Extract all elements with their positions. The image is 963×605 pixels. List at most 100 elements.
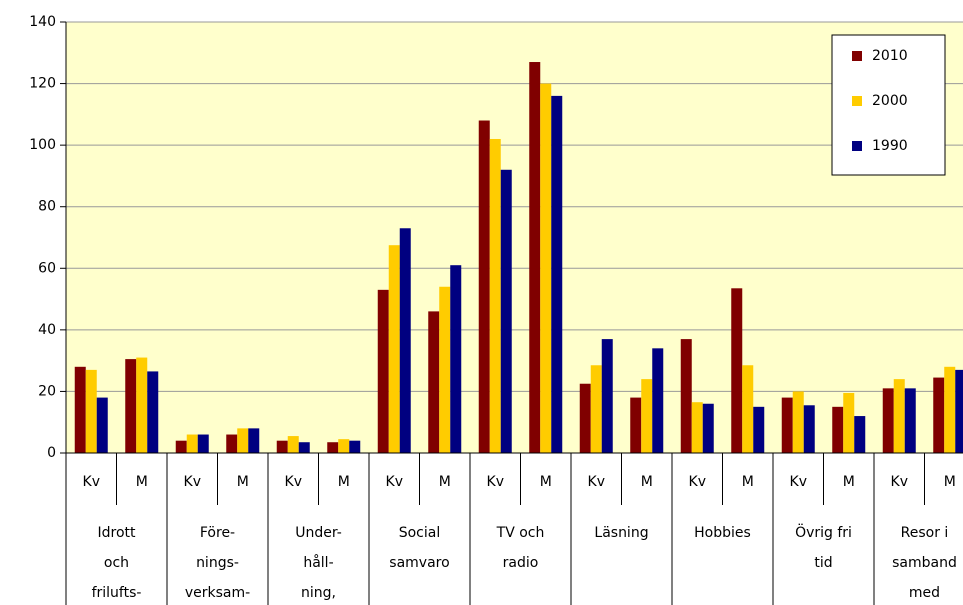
bar [489,138,501,453]
x-tick-label: Kv [184,474,201,490]
x-tick-label: Kv [689,474,706,490]
x-tick-label: M [742,474,754,490]
legend-label: 1990 [872,138,908,154]
bar [803,405,815,453]
legend-label: 2000 [872,93,908,109]
bar [377,289,389,453]
y-tick-label: 20 [38,383,56,399]
x-tick-label: M [136,474,148,490]
bar [882,388,894,453]
legend-swatch [852,96,862,106]
bar [478,120,490,453]
y-tick-label: 60 [38,260,56,276]
bar [590,365,602,453]
group-label: samband [892,555,957,571]
y-tick-label: 40 [38,322,56,338]
group-label: Under- [295,525,342,541]
bar [680,339,692,453]
group-label: Övrig fri [795,523,852,541]
bar [691,402,703,453]
bar [226,434,238,453]
bar [399,228,411,453]
x-tick-label: Kv [588,474,605,490]
y-tick-label: 0 [47,445,56,461]
group-label: Före- [200,525,235,541]
bar [338,439,350,453]
bar [753,406,765,453]
x-tick-label: Kv [285,474,302,490]
bar [579,383,591,453]
group-label: TV och [496,525,545,541]
legend-box [831,34,946,176]
bar [349,440,361,453]
bar [237,428,249,453]
bar [641,379,653,453]
bar [702,403,714,453]
bar [893,379,905,453]
y-tick-label: 140 [29,14,56,30]
x-tick-label: M [641,474,653,490]
legend-swatch [852,51,862,61]
bar [540,83,552,454]
x-tick-label: M [237,474,249,490]
bar [652,348,664,453]
group-label: frilufts- [92,585,142,601]
group-label: nings- [196,555,239,571]
x-tick-label: M [843,474,855,490]
bar [327,442,339,453]
bar [136,357,148,453]
bar [96,397,108,453]
legend-swatch [852,141,862,151]
x-tick-label: Kv [487,474,504,490]
plot-area [66,22,963,453]
y-tick-label: 120 [29,76,56,92]
bar [731,288,743,453]
group-label: med [909,585,940,601]
bar [630,397,642,453]
y-tick-label: 80 [38,199,56,215]
group-label: tid [814,555,832,571]
bar [197,434,209,453]
bar [792,391,804,453]
bar [287,436,299,453]
bar [298,442,310,453]
bar [781,397,793,453]
bar [551,95,563,453]
group-label: Resor i [901,525,949,541]
bar [843,392,855,453]
bar [388,245,400,453]
bar [450,265,462,453]
group-label: Läsning [594,525,648,541]
x-tick-label: M [338,474,350,490]
x-tick-label: Kv [891,474,908,490]
x-tick-label: Kv [386,474,403,490]
x-tick-label: Kv [83,474,100,490]
bar [832,406,844,453]
bar [904,388,916,453]
x-tick-label: M [944,474,956,490]
bar [500,169,512,453]
bar [601,339,613,453]
bar [175,440,187,453]
bar [944,366,956,453]
group-label: verksam- [185,585,250,601]
x-tick-label: Kv [790,474,807,490]
bar [439,286,451,453]
bar [186,434,198,453]
bar [529,62,541,454]
bar [933,377,945,453]
bar [854,416,866,453]
x-tick-label: M [439,474,451,490]
group-label: håll- [303,554,333,571]
y-tick-label: 100 [29,137,56,153]
bar [85,369,97,453]
legend-label: 2010 [872,48,908,64]
group-label: Social [399,525,441,541]
bar [248,428,260,453]
bar [147,371,159,453]
bar [125,359,137,453]
bar [428,311,440,453]
group-label: Hobbies [694,525,751,541]
bar [955,369,963,453]
